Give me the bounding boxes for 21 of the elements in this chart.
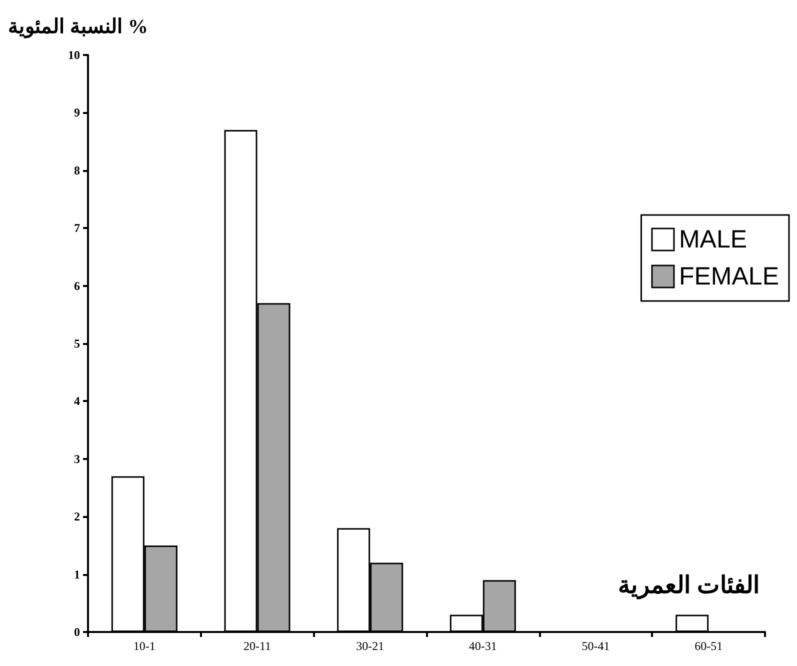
y-axis-title: النسبة المئوية % [8, 16, 148, 39]
y-tick-label: 0 [74, 625, 80, 639]
y-tick-label: 6 [74, 278, 80, 293]
x-tick-label: 30-21 [356, 639, 384, 653]
x-tick-label: 10-1 [133, 639, 156, 653]
x-tick-label: 50-41 [582, 639, 610, 653]
y-tick-label: 3 [74, 452, 80, 466]
legend-label: MALE [678, 226, 748, 254]
y-tick-label: 5 [74, 336, 80, 350]
y-tick-label: 7 [74, 221, 80, 236]
x-tick-label: 20-11 [243, 639, 272, 653]
y-tick-label: 1 [74, 567, 80, 582]
y-tick-label: 8 [74, 163, 80, 178]
legend-label: FEMALE [678, 262, 780, 290]
y-tick-label: 2 [74, 510, 80, 524]
y-tick-label: 4 [74, 394, 80, 408]
x-tick-label: 60-51 [694, 639, 723, 653]
x-axis-title: الفئات العمرية [618, 573, 760, 600]
x-tick-label: 40-31 [468, 639, 497, 653]
y-tick-label: 9 [74, 106, 80, 120]
y-tick-label: 10 [68, 48, 80, 62]
